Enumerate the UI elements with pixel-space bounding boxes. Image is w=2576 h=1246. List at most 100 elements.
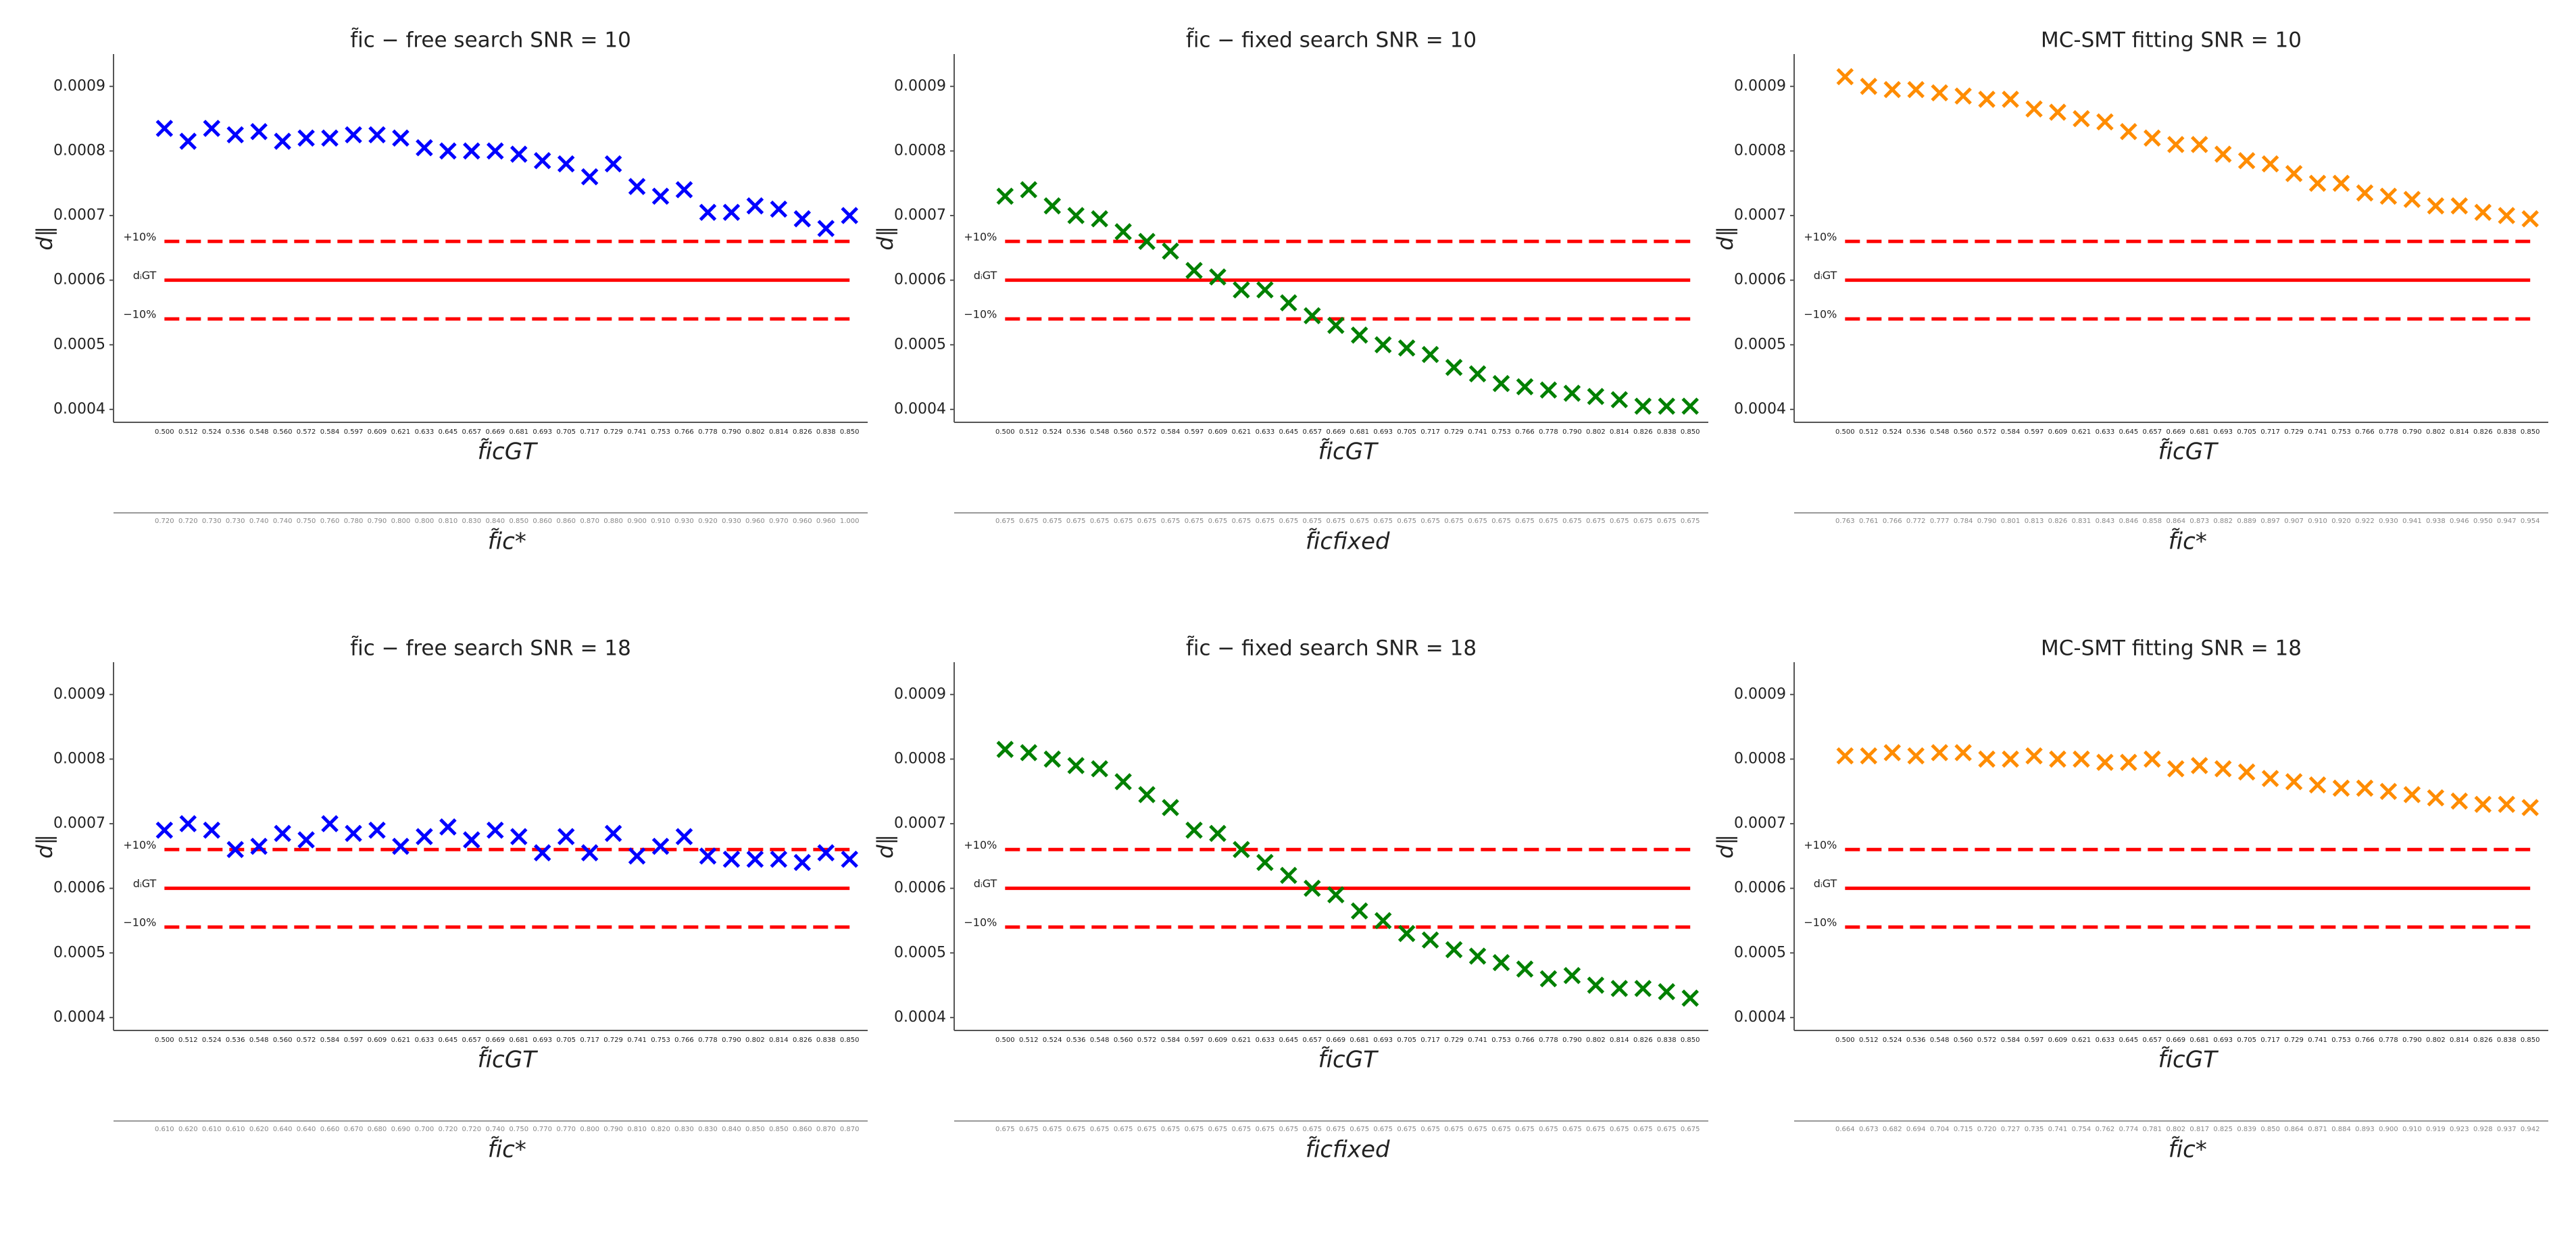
data-point	[1421, 931, 1439, 949]
data-point	[463, 831, 480, 849]
data-point	[1634, 397, 1652, 415]
data-point	[1397, 339, 1416, 357]
data-point	[250, 837, 268, 855]
x-tick-label: 0.657	[1303, 428, 1322, 436]
x-axis-label: f̃icGT	[478, 438, 538, 465]
secondary-x-tick-label: 0.843	[2096, 518, 2115, 525]
x-tick-label: 0.645	[2119, 428, 2139, 436]
x-tick-label: 0.741	[627, 428, 647, 436]
x-tick-label: 0.802	[1586, 1037, 1606, 1044]
data-point	[1563, 966, 1581, 985]
secondary-x-tick-label: 0.675	[1681, 1126, 1700, 1133]
x-tick-label: 0.548	[1930, 428, 1950, 436]
x-tick-label: 0.657	[2143, 428, 2162, 436]
x-tick-label: 0.741	[2308, 1037, 2327, 1044]
secondary-x-tick-label: 0.675	[1019, 518, 1039, 525]
y-tick-label: 0.0004	[1734, 1009, 1786, 1026]
secondary-x-tick-label: 0.675	[1090, 1126, 1110, 1133]
x-tick-label: 0.584	[1161, 428, 1181, 436]
data-point	[1907, 80, 1925, 99]
x-tick-label: 0.512	[178, 428, 198, 436]
y-tick-label: 0.0008	[894, 750, 946, 767]
data-point	[510, 828, 528, 845]
secondary-x-tick-label: 0.850	[769, 1126, 789, 1133]
y-tick-label: 0.0006	[53, 272, 105, 289]
x-tick-label: 0.717	[580, 1037, 599, 1044]
data-point	[1327, 886, 1345, 903]
data-point	[439, 142, 457, 160]
x-tick-label: 0.524	[1883, 1037, 1902, 1044]
data-point	[416, 139, 433, 157]
secondary-x-tick-label: 0.675	[1420, 518, 1440, 525]
x-tick-label: 0.778	[698, 1037, 718, 1044]
data-point	[392, 129, 410, 147]
x-tick-label: 0.766	[674, 428, 694, 436]
x-tick-label: 0.633	[1256, 1037, 1275, 1044]
subplot: f̃ic − free search SNR = 10 0.0004 0.0005 0…	[32, 28, 868, 555]
x-tick-label: 0.729	[603, 428, 623, 436]
x-tick-label: 0.693	[532, 428, 552, 436]
secondary-x-tick-label: 0.694	[1906, 1126, 1926, 1133]
data-point	[1209, 824, 1227, 843]
data-point	[1931, 744, 1948, 762]
x-tick-label: 0.741	[627, 1037, 647, 1044]
data-point	[793, 210, 812, 228]
secondary-x-axis-label: f̃ic*	[488, 1136, 526, 1163]
data-point	[1539, 970, 1558, 988]
x-tick-label: 0.681	[2189, 428, 2209, 436]
data-point	[368, 126, 386, 144]
x-tick-label: 0.778	[698, 428, 718, 436]
data-point	[1860, 747, 1878, 765]
secondary-x-tick-label: 0.675	[1633, 1126, 1653, 1133]
data-point	[2120, 122, 2137, 141]
secondary-x-tick-label: 0.675	[1137, 518, 1157, 525]
x-tick-label: 0.802	[745, 428, 765, 436]
x-tick-label: 0.717	[580, 428, 599, 436]
secondary-x-tick-label: 0.762	[2096, 1126, 2115, 1133]
x-tick-label: 0.645	[439, 1037, 458, 1044]
data-point	[2427, 789, 2445, 807]
x-tick-label: 0.790	[722, 1037, 741, 1044]
y-tick-label: 0.0006	[1734, 272, 1786, 289]
x-tick-label: 0.572	[1137, 428, 1157, 436]
x-tick-label: 0.753	[2331, 1037, 2351, 1044]
x-tick-label: 0.597	[1185, 1037, 1204, 1044]
data-point	[2144, 129, 2161, 147]
data-point	[675, 181, 693, 199]
x-tick-label: 0.741	[1468, 428, 1487, 436]
subplot: f̃ic − free search SNR = 18 0.0004 0.0005 0…	[32, 637, 868, 1164]
data-point	[1978, 91, 1996, 108]
data-point	[1883, 744, 1902, 762]
x-tick-label: 0.669	[2166, 428, 2185, 436]
x-tick-label: 0.705	[1397, 428, 1416, 436]
x-tick-label: 0.621	[391, 1037, 411, 1044]
data-point	[770, 850, 788, 868]
secondary-x-tick-label: 0.870	[840, 1126, 860, 1133]
data-point	[1256, 281, 1274, 299]
x-tick-label: 0.512	[1859, 428, 1879, 436]
data-point	[1681, 989, 1699, 1007]
x-tick-label: 0.717	[2260, 1037, 2280, 1044]
x-tick-label: 0.633	[415, 1037, 435, 1044]
secondary-x-tick-label: 0.750	[297, 518, 316, 525]
data-point	[2498, 207, 2516, 224]
data-point	[604, 155, 622, 173]
reference-label: +10%	[1804, 230, 1837, 243]
secondary-x-tick-label: 0.675	[1043, 518, 1062, 525]
x-tick-label: 0.741	[2308, 428, 2327, 436]
secondary-x-tick-label: 0.675	[1610, 518, 1629, 525]
secondary-x-tick-label: 0.720	[178, 518, 198, 525]
x-tick-label: 0.681	[509, 428, 528, 436]
x-tick-label: 0.778	[2379, 1037, 2398, 1044]
secondary-x-tick-label: 0.675	[1232, 518, 1252, 525]
x-tick-label: 0.850	[840, 1037, 860, 1044]
data-point	[2261, 770, 2279, 787]
data-point	[2285, 165, 2303, 182]
secondary-x-tick-label: 0.675	[1161, 1126, 1181, 1133]
secondary-x-tick-label: 0.675	[1562, 1126, 1582, 1133]
y-tick-label: 0.0008	[1734, 750, 1786, 767]
x-tick-label: 0.681	[2189, 1037, 2209, 1044]
x-tick-label: 0.548	[249, 1037, 269, 1044]
x-tick-label: 0.826	[1633, 1037, 1653, 1044]
secondary-x-tick-label: 0.675	[1681, 518, 1700, 525]
